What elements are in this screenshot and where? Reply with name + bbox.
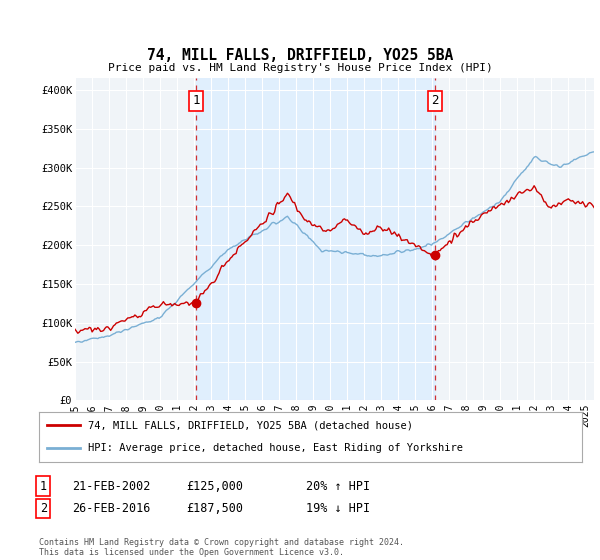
Text: 1: 1	[40, 479, 47, 493]
Text: 20% ↑ HPI: 20% ↑ HPI	[306, 479, 370, 493]
Text: £187,500: £187,500	[186, 502, 243, 515]
Text: 19% ↓ HPI: 19% ↓ HPI	[306, 502, 370, 515]
Text: Price paid vs. HM Land Registry's House Price Index (HPI): Price paid vs. HM Land Registry's House …	[107, 63, 493, 73]
Text: 74, MILL FALLS, DRIFFIELD, YO25 5BA (detached house): 74, MILL FALLS, DRIFFIELD, YO25 5BA (det…	[88, 420, 413, 430]
Text: 21-FEB-2002: 21-FEB-2002	[72, 479, 151, 493]
Text: Contains HM Land Registry data © Crown copyright and database right 2024.
This d: Contains HM Land Registry data © Crown c…	[39, 538, 404, 557]
Text: HPI: Average price, detached house, East Riding of Yorkshire: HPI: Average price, detached house, East…	[88, 444, 463, 454]
Text: 2: 2	[40, 502, 47, 515]
Text: 26-FEB-2016: 26-FEB-2016	[72, 502, 151, 515]
Text: £125,000: £125,000	[186, 479, 243, 493]
Text: 74, MILL FALLS, DRIFFIELD, YO25 5BA: 74, MILL FALLS, DRIFFIELD, YO25 5BA	[147, 48, 453, 63]
Text: 1: 1	[193, 95, 200, 108]
Bar	[196, 78, 435, 400]
Text: 2: 2	[431, 95, 439, 108]
